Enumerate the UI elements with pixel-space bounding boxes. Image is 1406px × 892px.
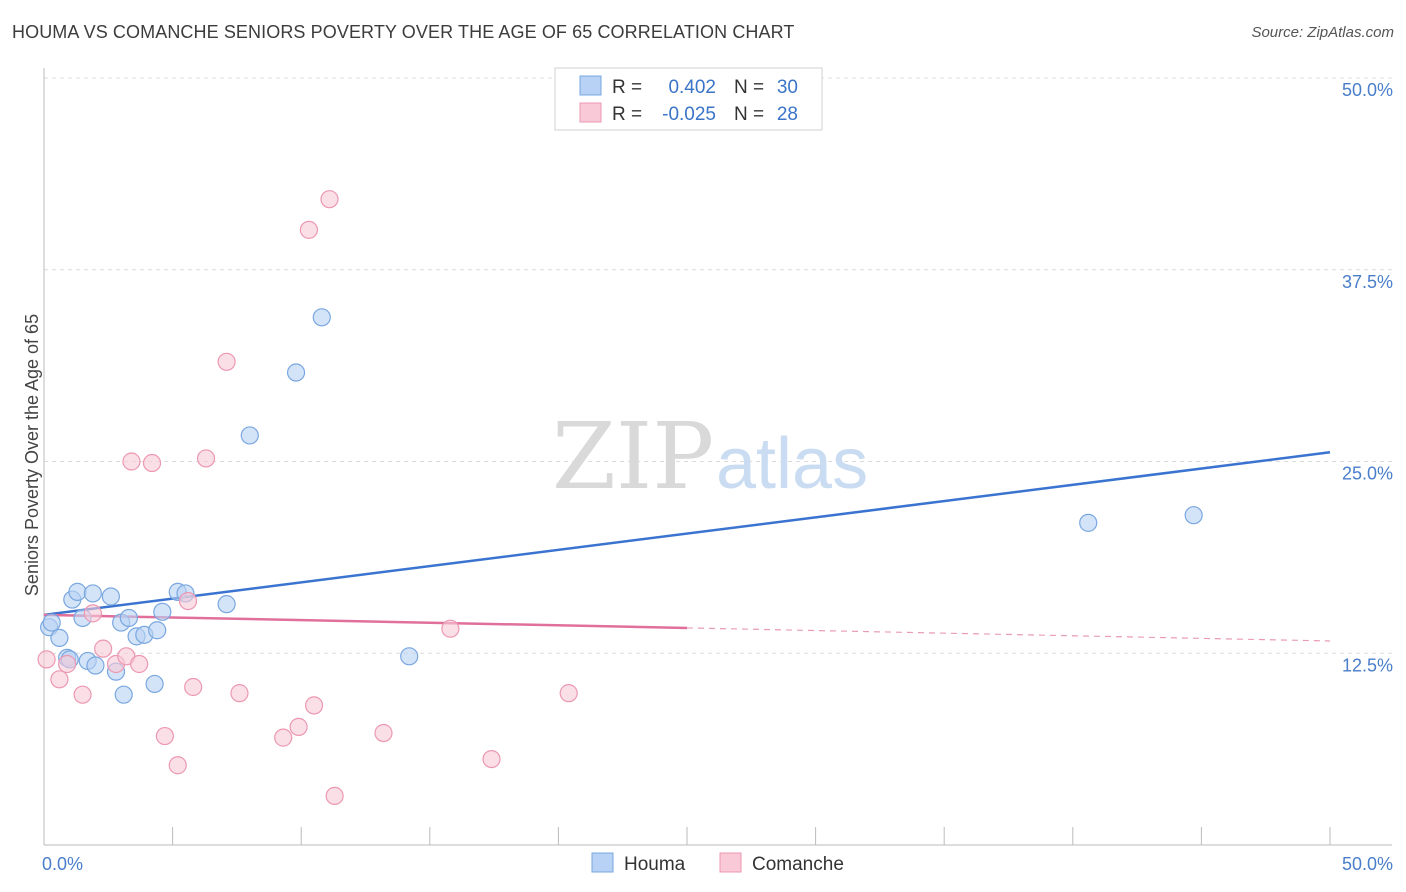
legend-top-n-label-1: N = (734, 104, 764, 125)
point-comanche-8 (122, 452, 141, 471)
point-comanche-21 (304, 696, 324, 715)
point-comanche-17 (230, 684, 249, 703)
trend-line-houma (43, 451, 1331, 617)
point-comanche-3 (73, 685, 92, 704)
point-houma-18 (145, 674, 164, 694)
point-comanche-10 (142, 453, 162, 473)
legend-top-r-value-0: 0.402 (668, 77, 716, 98)
chart-source: Source: ZipAtlas.com (1251, 24, 1394, 41)
point-houma-14 (114, 685, 133, 704)
point-houma-15 (119, 608, 138, 628)
point-comanche-0 (37, 650, 56, 669)
point-comanche-12 (168, 756, 187, 775)
point-comanche-1 (50, 670, 69, 689)
chart-title: HOUMA VS COMANCHE SENIORS POVERTY OVER T… (12, 22, 795, 42)
point-comanche-9 (130, 654, 149, 674)
legend-bottom-swatch-0 (591, 852, 614, 873)
point-houma-1 (42, 613, 61, 632)
trend-line-comanche-solid (43, 613, 688, 630)
grid-lines (44, 77, 1392, 654)
point-houma-25 (286, 363, 306, 382)
watermark-atlas: atlas (716, 424, 868, 504)
point-houma-20 (153, 602, 172, 621)
y-axis-label: Seniors Poverty Over the Age of 65 (22, 314, 42, 596)
point-houma-6 (68, 582, 87, 601)
point-comanche-26 (482, 749, 501, 769)
point-comanche-16 (217, 352, 236, 371)
point-comanche-23 (325, 786, 344, 806)
point-comanche-20 (299, 220, 319, 239)
trend-line-comanche-dashed (686, 627, 1331, 642)
point-houma-29 (1184, 506, 1203, 525)
y-tick-label-3: 50.0% (1342, 80, 1393, 100)
point-comanche-14 (184, 677, 203, 697)
x-tick-label-1: 50.0% (1342, 854, 1393, 874)
point-comanche-27 (559, 684, 578, 703)
axes (43, 68, 1392, 846)
point-houma-28 (1079, 513, 1098, 532)
point-comanche-24 (374, 723, 393, 743)
point-comanche-15 (196, 449, 216, 468)
legend-top-n-value-0: 30 (777, 77, 798, 98)
point-comanche-25 (441, 619, 460, 638)
point-comanche-13 (178, 591, 198, 611)
x-tick-label-0: 0.0% (42, 854, 83, 874)
data-points (37, 190, 1203, 806)
point-comanche-5 (94, 639, 113, 658)
legend-top-swatch-1 (579, 102, 602, 123)
point-houma-11 (101, 587, 120, 606)
trend-lines (43, 451, 1331, 642)
y-tick-label-1: 25.0% (1342, 464, 1393, 484)
point-houma-27 (400, 647, 419, 666)
point-houma-23 (217, 595, 236, 614)
tick-labels: 12.5% 25.0% 37.5% 50.0% 0.0% 50.0% (42, 80, 1393, 874)
legend-top-n-value-1: 28 (777, 104, 798, 125)
point-comanche-18 (274, 728, 293, 747)
point-houma-10 (86, 656, 105, 675)
watermark-zip: ZIP (552, 403, 714, 510)
legend-top-r-label-1: R = (612, 104, 642, 125)
legend-top-r-label-0: R = (612, 77, 642, 98)
point-comanche-19 (289, 717, 308, 736)
point-comanche-4 (83, 604, 102, 623)
legend-top-n-label-0: N = (734, 77, 764, 98)
point-comanche-22 (320, 190, 339, 209)
point-houma-19 (148, 621, 167, 640)
point-houma-9 (83, 584, 102, 603)
legend-bottom: Houma Comanche (591, 852, 844, 875)
watermark: ZIP atlas (552, 403, 868, 510)
legend-top-swatch-0 (579, 75, 602, 96)
legend-bottom-label-1: Comanche (752, 854, 844, 875)
y-tick-label-2: 37.5% (1342, 272, 1393, 292)
legend-top: R = 0.402 N = 30 R = -0.025 N = 28 (554, 67, 823, 131)
y-tick-label-0: 12.5% (1342, 655, 1393, 675)
legend-bottom-swatch-1 (719, 852, 742, 873)
legend-top-r-value-1: -0.025 (662, 104, 716, 125)
point-comanche-2 (58, 654, 77, 674)
point-houma-24 (240, 426, 259, 445)
legend-bottom-label-0: Houma (624, 854, 686, 875)
point-houma-26 (312, 308, 331, 327)
point-comanche-11 (155, 726, 174, 746)
point-houma-2 (50, 628, 69, 648)
